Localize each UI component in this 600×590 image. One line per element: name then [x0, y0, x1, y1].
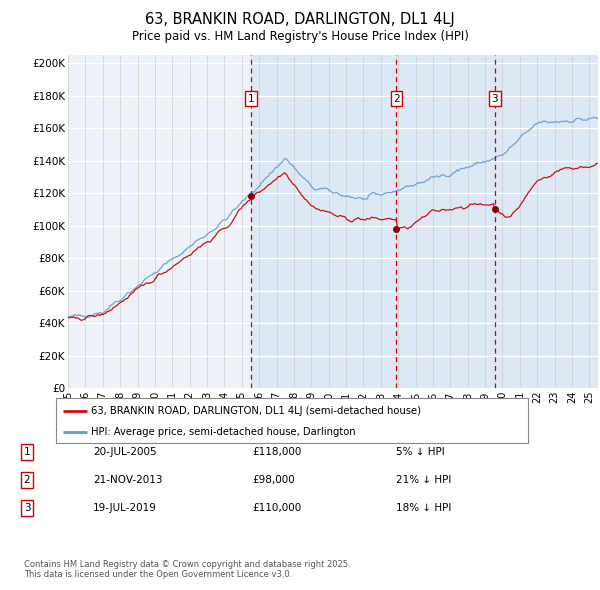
Text: £110,000: £110,000 [252, 503, 301, 513]
Text: 5% ↓ HPI: 5% ↓ HPI [396, 447, 445, 457]
Text: 19-JUL-2019: 19-JUL-2019 [93, 503, 157, 513]
Text: 21% ↓ HPI: 21% ↓ HPI [396, 475, 451, 485]
Text: £98,000: £98,000 [252, 475, 295, 485]
Text: 20-JUL-2005: 20-JUL-2005 [93, 447, 157, 457]
Text: Price paid vs. HM Land Registry's House Price Index (HPI): Price paid vs. HM Land Registry's House … [131, 30, 469, 43]
Text: 63, BRANKIN ROAD, DARLINGTON, DL1 4LJ: 63, BRANKIN ROAD, DARLINGTON, DL1 4LJ [145, 12, 455, 27]
Text: HPI: Average price, semi-detached house, Darlington: HPI: Average price, semi-detached house,… [91, 427, 356, 437]
Text: 63, BRANKIN ROAD, DARLINGTON, DL1 4LJ (semi-detached house): 63, BRANKIN ROAD, DARLINGTON, DL1 4LJ (s… [91, 405, 421, 415]
Text: 18% ↓ HPI: 18% ↓ HPI [396, 503, 451, 513]
Text: 1: 1 [23, 447, 31, 457]
Text: 1: 1 [248, 94, 254, 104]
Text: 2: 2 [393, 94, 400, 104]
Text: £118,000: £118,000 [252, 447, 301, 457]
Text: 3: 3 [491, 94, 498, 104]
Text: Contains HM Land Registry data © Crown copyright and database right 2025.
This d: Contains HM Land Registry data © Crown c… [24, 560, 350, 579]
Text: 3: 3 [23, 503, 31, 513]
Text: 2: 2 [23, 475, 31, 485]
Bar [68, 55, 251, 388]
Text: 21-NOV-2013: 21-NOV-2013 [93, 475, 163, 485]
